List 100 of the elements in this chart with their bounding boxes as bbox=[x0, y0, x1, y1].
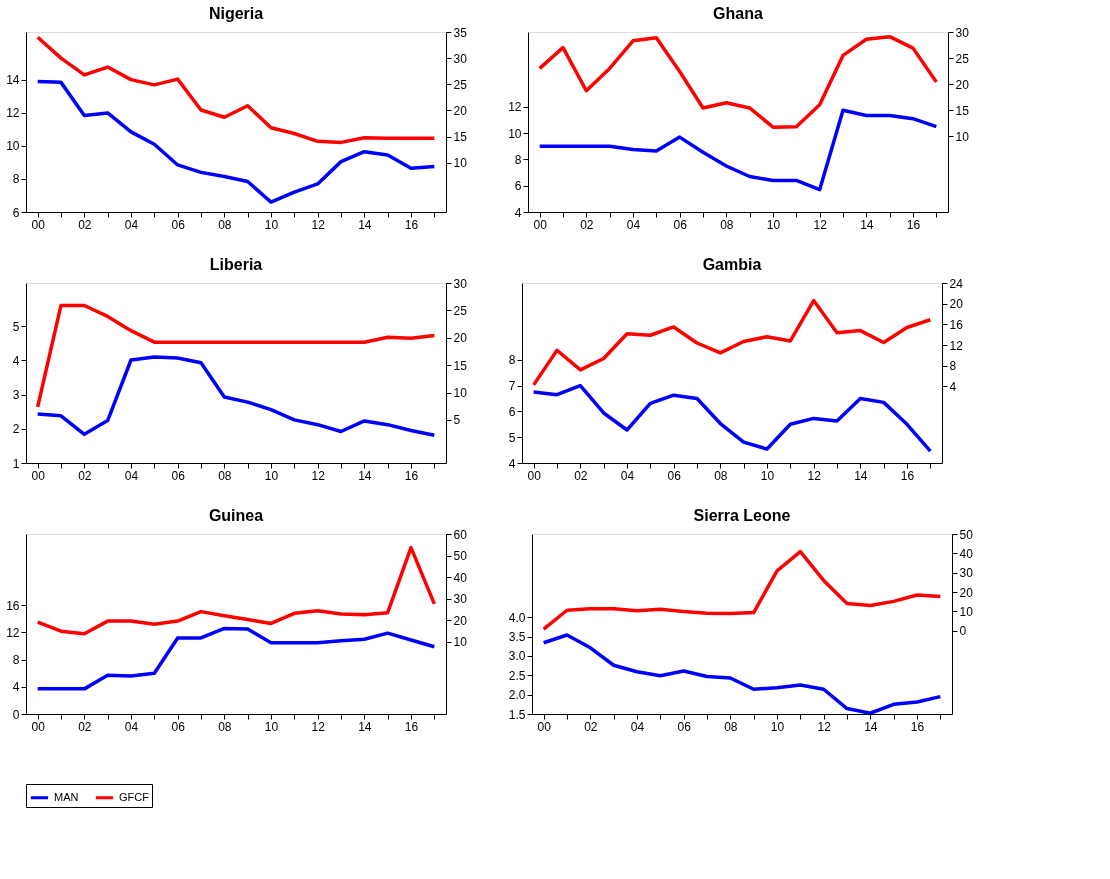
chart-title: Ghana bbox=[713, 5, 763, 22]
y2-tick-label: 40 bbox=[959, 546, 974, 561]
x-tick-label: 16 bbox=[910, 719, 925, 734]
x-tick-label: 12 bbox=[813, 217, 828, 232]
y-tick-label: 12 bbox=[6, 625, 20, 640]
x-tick-label: 04 bbox=[124, 719, 139, 734]
line-series bbox=[531, 298, 933, 387]
x-tick-label: 12 bbox=[311, 468, 326, 483]
y-tick-label: 8 bbox=[12, 172, 20, 187]
y2-tick-label: 15 bbox=[453, 358, 468, 373]
x-tick-label: 06 bbox=[677, 719, 692, 734]
line-series bbox=[531, 383, 933, 453]
y-tick-label: 3.0 bbox=[508, 649, 526, 664]
line-series bbox=[35, 35, 437, 145]
x-tick-label: 00 bbox=[31, 217, 46, 232]
x-tick-label: 16 bbox=[404, 719, 419, 734]
x-tick-label: 12 bbox=[311, 719, 326, 734]
x-tick-label: 12 bbox=[817, 719, 832, 734]
y-tick-label: 8 bbox=[12, 653, 20, 668]
y-tick-label: 10 bbox=[6, 139, 20, 154]
y-tick-label: 6 bbox=[12, 205, 20, 220]
y2-tick-label: 15 bbox=[453, 130, 468, 145]
x-tick-label: 14 bbox=[854, 468, 868, 483]
chart-title: Sierra Leone bbox=[693, 507, 791, 524]
x-tick-label: 14 bbox=[358, 468, 372, 483]
y2-tick-label: 5 bbox=[453, 413, 461, 428]
y2-tick-label: 35 bbox=[453, 25, 468, 40]
line-series bbox=[35, 355, 437, 438]
x-tick-label: 00 bbox=[537, 719, 552, 734]
x-tick-label: 14 bbox=[358, 217, 372, 232]
x-tick-label: 08 bbox=[218, 468, 232, 483]
x-tick-label: 02 bbox=[78, 217, 92, 232]
y-tick-label: 12 bbox=[6, 106, 20, 121]
x-tick-label: 08 bbox=[218, 719, 232, 734]
y2-tick-label: 20 bbox=[955, 77, 970, 92]
x-tick-label: 06 bbox=[673, 217, 688, 232]
y-tick-label: 7 bbox=[508, 379, 516, 394]
x-tick-label: 12 bbox=[807, 468, 822, 483]
line-series bbox=[537, 108, 939, 192]
y-tick-label: 2 bbox=[12, 422, 20, 437]
y-tick-label: 3.5 bbox=[508, 630, 526, 645]
x-tick-label: 08 bbox=[724, 719, 738, 734]
y2-tick-label: 25 bbox=[453, 77, 468, 92]
line-series bbox=[35, 545, 437, 636]
y-tick-label: 4 bbox=[12, 680, 20, 695]
y2-tick-label: 20 bbox=[453, 331, 468, 346]
y2-tick-label: 50 bbox=[453, 549, 468, 564]
x-tick-label: 14 bbox=[358, 719, 372, 734]
x-tick-label: 14 bbox=[860, 217, 874, 232]
y2-tick-label: 10 bbox=[955, 129, 970, 144]
x-tick-label: 16 bbox=[404, 217, 419, 232]
y-tick-label: 1.5 bbox=[508, 707, 526, 722]
y2-tick-label: 8 bbox=[949, 359, 957, 374]
y2-tick-label: 10 bbox=[959, 604, 974, 619]
x-tick-label: 00 bbox=[31, 719, 46, 734]
y-tick-label: 12 bbox=[508, 100, 522, 115]
y2-tick-label: 40 bbox=[453, 570, 468, 585]
x-tick-label: 04 bbox=[620, 468, 635, 483]
x-tick-label: 04 bbox=[626, 217, 641, 232]
line-series bbox=[35, 626, 437, 691]
y-tick-label: 3 bbox=[12, 388, 20, 403]
y2-tick-label: 25 bbox=[453, 303, 468, 318]
y2-tick-label: 20 bbox=[959, 585, 974, 600]
y-tick-label: 6 bbox=[514, 179, 522, 194]
x-tick-label: 06 bbox=[667, 468, 682, 483]
y2-tick-label: 20 bbox=[453, 613, 468, 628]
chart-title: Nigeria bbox=[208, 5, 264, 22]
y2-tick-label: 30 bbox=[453, 276, 468, 291]
line-series bbox=[541, 633, 943, 714]
x-tick-label: 10 bbox=[264, 719, 279, 734]
x-tick-label: 02 bbox=[580, 217, 594, 232]
y-tick-label: 6 bbox=[508, 404, 516, 419]
line-series bbox=[35, 79, 437, 204]
x-tick-label: 10 bbox=[766, 217, 781, 232]
y2-tick-label: 4 bbox=[949, 379, 957, 394]
chart-title: Liberia bbox=[209, 256, 263, 273]
y-tick-label: 4.0 bbox=[508, 610, 526, 625]
y-tick-label: 0 bbox=[12, 707, 20, 722]
line-series bbox=[35, 303, 437, 409]
chart-title: Guinea bbox=[208, 507, 264, 524]
y2-tick-label: 10 bbox=[453, 386, 468, 401]
x-tick-label: 08 bbox=[218, 217, 232, 232]
y2-tick-label: 25 bbox=[955, 51, 970, 66]
y-tick-label: 5 bbox=[508, 430, 516, 445]
line-series bbox=[541, 549, 943, 631]
x-tick-label: 06 bbox=[171, 468, 186, 483]
y-tick-label: 4 bbox=[12, 353, 20, 368]
x-tick-label: 10 bbox=[264, 217, 279, 232]
x-tick-label: 00 bbox=[527, 468, 542, 483]
y-tick-label: 4 bbox=[508, 456, 516, 471]
y-tick-label: 5 bbox=[12, 319, 20, 334]
x-tick-label: 14 bbox=[864, 719, 878, 734]
y2-tick-label: 16 bbox=[949, 317, 964, 332]
x-tick-label: 06 bbox=[171, 217, 186, 232]
y2-tick-label: 60 bbox=[453, 527, 468, 542]
x-tick-label: 10 bbox=[264, 468, 279, 483]
y2-tick-label: 15 bbox=[955, 103, 970, 118]
y-tick-label: 8 bbox=[508, 353, 516, 368]
y2-tick-label: 0 bbox=[959, 624, 967, 639]
y2-tick-label: 24 bbox=[949, 276, 964, 291]
